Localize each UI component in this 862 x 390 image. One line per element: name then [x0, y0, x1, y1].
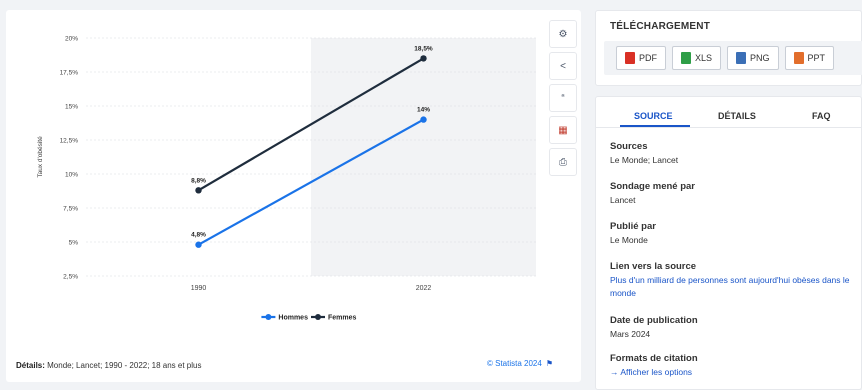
series-line-femmes	[197, 57, 425, 192]
published-value: Le Monde	[610, 235, 648, 245]
legend-label: Hommes	[278, 315, 308, 322]
pdf-file-icon	[625, 52, 635, 64]
data-label: 14%	[417, 107, 430, 114]
statista-credit[interactable]: © Statista 2024 ⚑	[487, 359, 553, 368]
share-icon: <	[560, 60, 566, 72]
gear-icon: ⚙	[558, 28, 568, 40]
sources-section: Sources Le Monde; Lancet	[610, 141, 855, 167]
source-tabs: SOURCE DÉTAILS FAQ	[596, 107, 862, 127]
tab-details[interactable]: DÉTAILS	[718, 111, 756, 121]
download-png-button[interactable]: PNG	[727, 46, 779, 70]
quote-icon: “	[561, 92, 565, 104]
line-chart: 2,5% 5% 7,5% 10% 12,5% 15% 17,5% 20% Taux d'obés…	[37, 36, 536, 322]
y-tick-label: 15%	[65, 104, 78, 111]
xls-file-icon	[681, 52, 691, 64]
y-tick-label: 20%	[65, 36, 78, 43]
legend-swatch-dot	[315, 314, 321, 320]
series-line-hommes	[197, 118, 425, 246]
cite-button[interactable]: “	[549, 84, 577, 112]
source-link-heading: Lien vers la source	[610, 261, 697, 272]
download-buttons: PDF XLS PNG PPT	[604, 41, 862, 75]
settings-button[interactable]: ⚙	[549, 20, 577, 48]
y-tick-label: 17,5%	[60, 70, 79, 77]
legend-label: Femmes	[328, 315, 357, 322]
data-label: 18,5%	[414, 45, 433, 52]
tabs-divider	[596, 127, 862, 128]
share-button[interactable]: <	[549, 52, 577, 80]
y-tick-label: 12,5%	[60, 138, 79, 145]
download-card: TÉLÉCHARGEMENT PDF XLS PNG PPT	[595, 10, 862, 86]
ppt-file-icon	[793, 52, 804, 64]
data-point-femmes	[195, 187, 202, 194]
download-ppt-button[interactable]: PPT	[784, 46, 835, 70]
x-tick-label: 1990	[191, 285, 207, 292]
survey-value: Lancet	[610, 195, 636, 205]
chart-card: 2,5% 5% 7,5% 10% 12,5% 15% 17,5% 20% Taux d'obés…	[6, 10, 581, 382]
survey-heading: Sondage mené par	[610, 181, 695, 192]
flag-icon: ▦	[558, 124, 568, 136]
date-section: Date de publication Mars 2024	[610, 315, 855, 341]
printer-icon: ⎙	[559, 156, 567, 168]
details-text: Monde; Lancet; 1990 - 2022; 18 ans et pl…	[47, 361, 202, 370]
y-tick-label: 5%	[69, 240, 79, 247]
y-tick-label: 7,5%	[63, 206, 78, 213]
citation-section: Formats de citation → Afficher les optio…	[610, 353, 855, 379]
y-axis-label: Taux d'obésité	[37, 136, 44, 178]
flag-small-icon: ⚑	[545, 359, 553, 368]
chart-toolbar: ⚙ < “ ▦ ⎙	[549, 20, 577, 176]
download-xls-button[interactable]: XLS	[672, 46, 722, 70]
published-section: Publié par Le Monde	[610, 221, 855, 247]
data-point-hommes	[195, 241, 202, 248]
survey-section: Sondage mené par Lancet	[610, 181, 855, 207]
legend-swatch-dot	[265, 314, 272, 320]
show-options-link[interactable]: → Afficher les options	[610, 367, 693, 377]
sources-heading: Sources	[610, 141, 648, 152]
y-tick-label: 10%	[65, 172, 78, 179]
data-label: 8,8%	[191, 177, 206, 184]
source-link-section: Lien vers la source Plus d'un milliard d…	[610, 261, 855, 300]
data-point-femmes	[420, 55, 427, 62]
chart-details: Détails: Monde; Lancet; 1990 - 2022; 18 …	[16, 361, 202, 370]
source-card: SOURCE DÉTAILS FAQ Sources Le Monde; Lan…	[595, 96, 862, 390]
active-tab-indicator	[620, 125, 690, 127]
download-pdf-button[interactable]: PDF	[616, 46, 666, 70]
data-point-hommes	[420, 116, 427, 123]
flag-button[interactable]: ▦	[549, 116, 577, 144]
tab-faq[interactable]: FAQ	[812, 111, 831, 121]
download-title: TÉLÉCHARGEMENT	[610, 21, 711, 32]
data-label: 4,8%	[191, 232, 206, 239]
png-file-icon	[736, 52, 747, 64]
x-tick-label: 2022	[416, 285, 432, 292]
published-heading: Publié par	[610, 221, 656, 232]
date-value: Mars 2024	[610, 329, 651, 339]
date-heading: Date de publication	[610, 315, 698, 326]
shaded-region	[311, 38, 536, 276]
sources-value: Le Monde; Lancet	[610, 155, 679, 165]
citation-heading: Formats de citation	[610, 353, 698, 364]
print-button[interactable]: ⎙	[549, 148, 577, 176]
source-link[interactable]: Plus d'un milliard de personnes sont auj…	[610, 275, 850, 298]
y-tick-label: 2,5%	[63, 274, 78, 281]
tab-source[interactable]: SOURCE	[634, 111, 673, 121]
